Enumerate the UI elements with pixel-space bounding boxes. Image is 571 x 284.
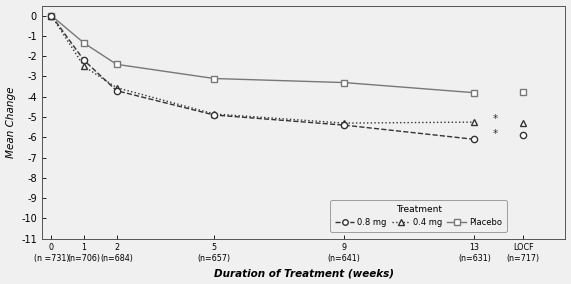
Legend: 0.8 mg, 0.4 mg, Placebo: 0.8 mg, 0.4 mg, Placebo [331,200,507,232]
X-axis label: Duration of Treatment (weeks): Duration of Treatment (weeks) [214,268,393,278]
Text: *: * [493,114,498,124]
Y-axis label: Mean Change: Mean Change [6,86,15,158]
Text: *: * [493,129,498,139]
